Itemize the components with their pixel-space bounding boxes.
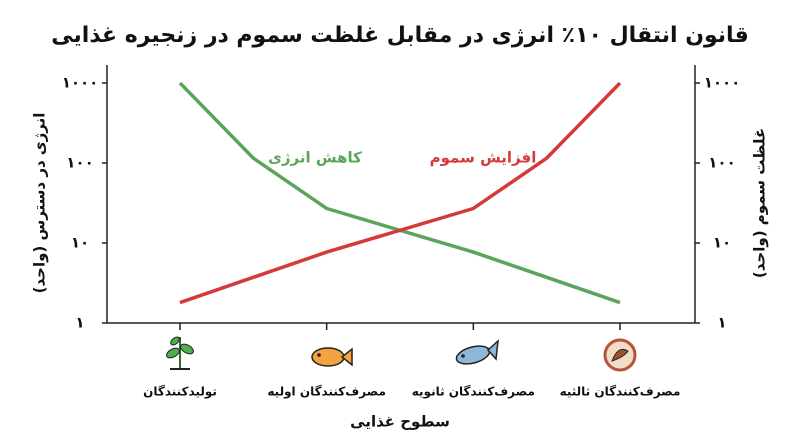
- y2-tick-label: ۱۰: [713, 234, 731, 252]
- data-line: [179, 81, 622, 305]
- data-line: [178, 81, 621, 305]
- y2-tick-label: ۱۰۰۰: [704, 74, 741, 92]
- y-tick-label: ۱: [75, 314, 84, 332]
- x-tick-label: مصرف‌کنندگان ثالثیه: [560, 385, 681, 399]
- icon-plant: [166, 336, 194, 370]
- chart-title: قانون انتقال ۱۰٪ انرژی در مقابل غلظت سمو…: [51, 23, 748, 48]
- series-annotation: کاهش انرژی: [268, 149, 362, 167]
- x-tick-label: تولیدکنندگان: [143, 385, 217, 400]
- icon-fish-blue: [455, 339, 499, 365]
- y-tick-label: ۱۰: [71, 234, 89, 252]
- y2-tick-label: ۱۰۰: [708, 154, 735, 172]
- series-annotation: افزایش سموم: [430, 149, 537, 167]
- x-tick-label: مصرف‌کنندگان اولیه: [267, 385, 386, 400]
- y-tick-label: ۱۰۰۰: [62, 74, 99, 92]
- icon-predator: [603, 338, 637, 372]
- icon-fish-orange: [311, 347, 353, 367]
- y-tick-label: ۱۰۰: [66, 154, 93, 172]
- y-axis-title: انرژی در دسترس (واحد): [31, 113, 49, 294]
- y2-axis-title: غلظت سموم (واحد): [751, 128, 769, 278]
- y2-tick-label: ۱: [717, 314, 726, 332]
- x-axis-title: سطوح غذایی: [350, 413, 450, 431]
- axes: [106, 65, 696, 324]
- x-tick-label: مصرف‌کنندگان ثانویه: [412, 385, 535, 400]
